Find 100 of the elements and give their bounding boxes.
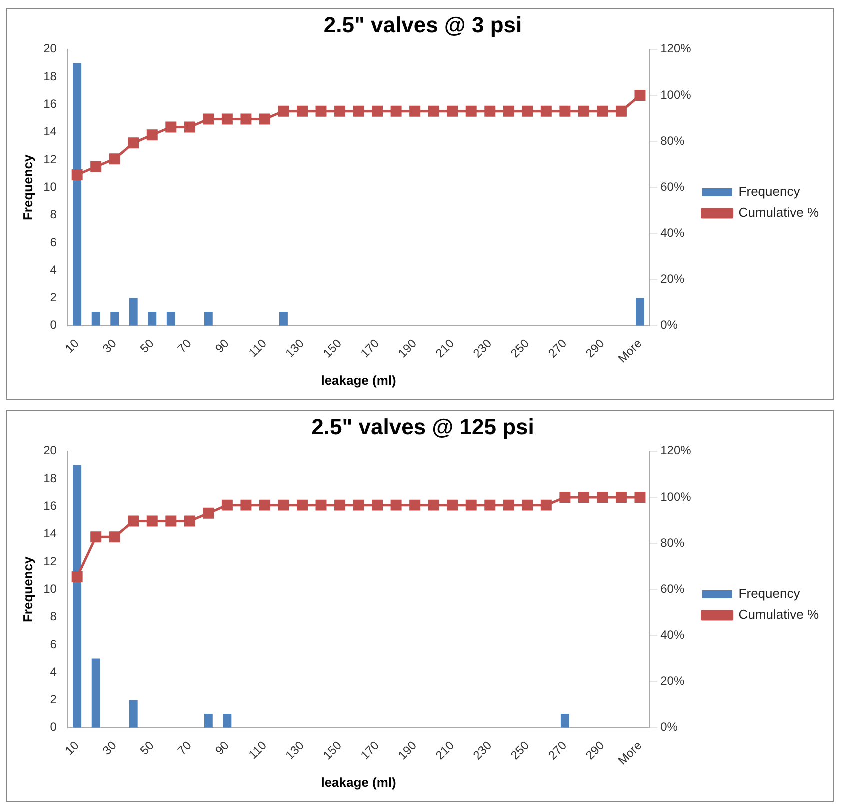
point (334, 106, 346, 117)
point (372, 106, 384, 117)
x-tick-label: 210 (432, 336, 458, 361)
point (240, 114, 252, 125)
point (410, 500, 421, 511)
point (222, 114, 233, 125)
point (466, 106, 477, 117)
point (296, 500, 308, 511)
y-tick-label: 20 (44, 444, 58, 458)
y-tick-label: 18 (44, 69, 58, 84)
y2-tick-label: 40% (660, 226, 685, 240)
point (90, 532, 102, 543)
point (128, 516, 140, 527)
y-tick-label: 12 (44, 554, 58, 568)
bar (166, 312, 176, 326)
point (222, 500, 233, 511)
chart-title: 2.5" valves @ 125 psi (312, 414, 534, 440)
y2-tick-label: 20% (660, 674, 685, 688)
y-tick-label: 10 (44, 582, 58, 596)
y-tick-label: 12 (44, 152, 58, 166)
point (128, 138, 140, 149)
y-tick-label: 0 (50, 720, 58, 734)
x-tick-label: 110 (246, 738, 270, 762)
x-tick-label: 50 (138, 738, 158, 758)
point (146, 130, 158, 141)
x-tick-label: 30 (100, 738, 120, 758)
point (166, 122, 177, 133)
point (578, 492, 590, 503)
y-tick-label: 14 (44, 526, 58, 541)
x-tick-label: 190 (395, 738, 420, 763)
point (484, 106, 496, 117)
point (447, 106, 458, 117)
bar (204, 312, 213, 326)
x-tick-label: 250 (508, 336, 532, 361)
bar (73, 465, 82, 728)
y-tick-label: 4 (50, 664, 58, 679)
point (353, 106, 364, 117)
point (390, 106, 402, 117)
y-axis-title: Frequency (20, 154, 36, 221)
x-axis-title: leakage (ml) (321, 372, 396, 388)
point (72, 571, 83, 582)
y2-tick-label: 40% (660, 628, 685, 642)
point (560, 106, 571, 117)
point (503, 106, 514, 117)
y-tick-label: 10 (44, 180, 58, 194)
y2-tick-label: 60% (660, 582, 685, 596)
x-tick-label: 150 (320, 336, 345, 361)
x-tick-label: 190 (395, 336, 420, 361)
x-tick-label: 110 (246, 336, 270, 360)
point (540, 106, 552, 117)
point (597, 492, 608, 503)
y2-tick-label: 0% (660, 720, 678, 734)
x-tick-label: 270 (546, 738, 570, 763)
y2-tick-label: 120% (660, 42, 692, 56)
point (634, 90, 646, 101)
point (522, 500, 534, 511)
y-tick-label: 18 (44, 471, 58, 486)
y2-tick-label: 80% (660, 536, 685, 550)
bar (92, 658, 100, 728)
point (597, 106, 608, 117)
point (372, 500, 384, 511)
y2-tick-label: 100% (660, 490, 692, 504)
point (428, 106, 440, 117)
y-tick-label: 6 (50, 637, 58, 652)
point (184, 516, 196, 527)
point (334, 500, 346, 511)
point (616, 492, 627, 503)
point (166, 516, 177, 527)
x-axis-title: leakage (ml) (321, 774, 396, 790)
x-tick-label: 50 (138, 336, 158, 356)
point (296, 106, 308, 117)
point (109, 532, 120, 543)
y-tick-label: 8 (50, 208, 58, 222)
y-tick-label: 16 (44, 97, 58, 112)
legend-label: Frequency (738, 184, 801, 200)
x-tick-label: 170 (358, 738, 382, 763)
point (278, 106, 290, 117)
bar (73, 63, 82, 326)
point (353, 500, 364, 511)
x-tick-label: 210 (432, 738, 458, 763)
x-tick-label: 70 (175, 336, 195, 356)
y2-tick-label: 0% (660, 318, 678, 332)
point (203, 508, 214, 519)
y-tick-label: 8 (50, 610, 58, 624)
y-tick-label: 16 (44, 499, 58, 514)
point (447, 500, 458, 511)
y-axis-title: Frequency (20, 556, 36, 623)
bar (223, 714, 232, 728)
bar (560, 714, 570, 728)
point (390, 500, 402, 511)
y2-tick-label: 20% (660, 272, 685, 286)
legend-label: Cumulative % (738, 205, 820, 220)
legend-label: Cumulative % (738, 607, 820, 622)
point (72, 169, 83, 180)
x-tick-label: 130 (282, 738, 308, 763)
x-tick-label: 250 (508, 738, 532, 763)
point (578, 106, 590, 117)
bar (636, 298, 644, 326)
x-tick-label: 230 (470, 336, 495, 361)
bar (92, 312, 100, 326)
